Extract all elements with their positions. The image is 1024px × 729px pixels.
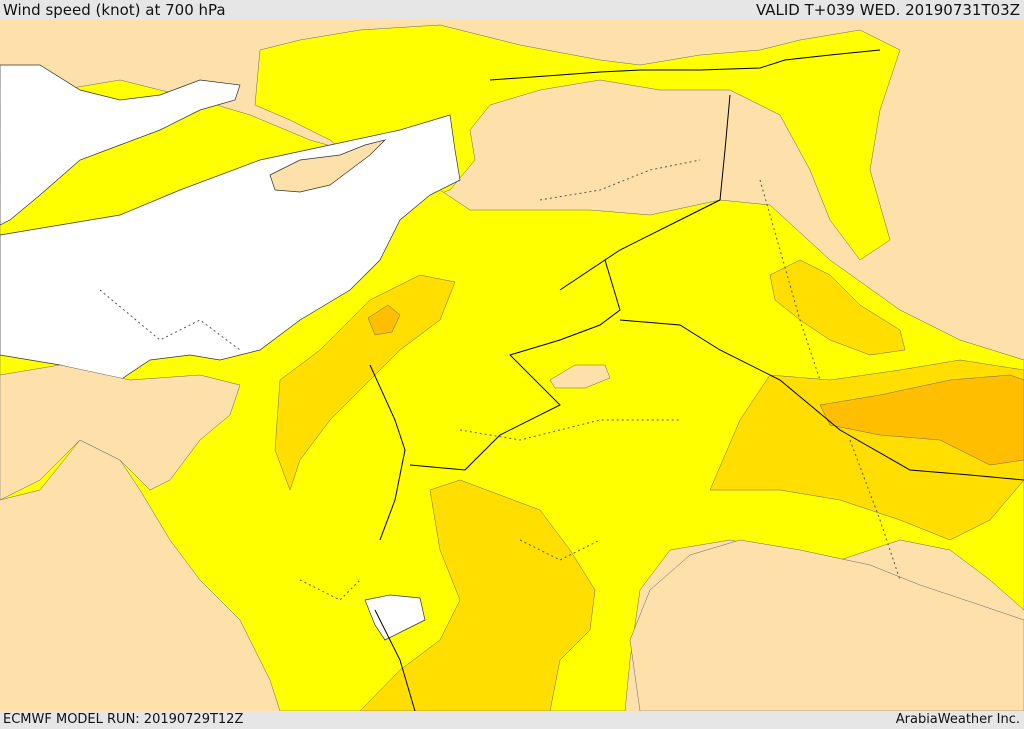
wind-band-amber-levant [367, 304, 401, 336]
admin-borders [99, 159, 901, 601]
wind-band-amber-core [819, 374, 1024, 466]
red-sea-tip [364, 594, 426, 641]
model-run: ECMWF MODEL RUN: 20190729T12Z [3, 712, 244, 727]
map-title: Wind speed (knot) at 700 hPa [3, 1, 226, 19]
credit: ArabiaWeather Inc. [895, 712, 1020, 727]
wind-speed-map[interactable] [0, 20, 1024, 711]
calm-patch-west [0, 364, 241, 501]
wind-band-gold-levant [274, 274, 456, 491]
calm-patch-southeast [629, 539, 1024, 711]
valid-time: VALID T+039 WED. 20190731T03Z [755, 1, 1020, 19]
wind-band-gold-northeast [769, 259, 906, 356]
footer-bar: ECMWF MODEL RUN: 20190729T12Z ArabiaWeat… [0, 711, 1024, 729]
wind-band-gold-south [359, 479, 596, 711]
cyprus-island [269, 139, 387, 193]
header-bar: Wind speed (knot) at 700 hPa VALID T+039… [0, 0, 1024, 20]
national-borders [369, 49, 1024, 711]
calm-patch-central [549, 364, 611, 389]
mediterranean-sea[interactable] [0, 64, 461, 381]
